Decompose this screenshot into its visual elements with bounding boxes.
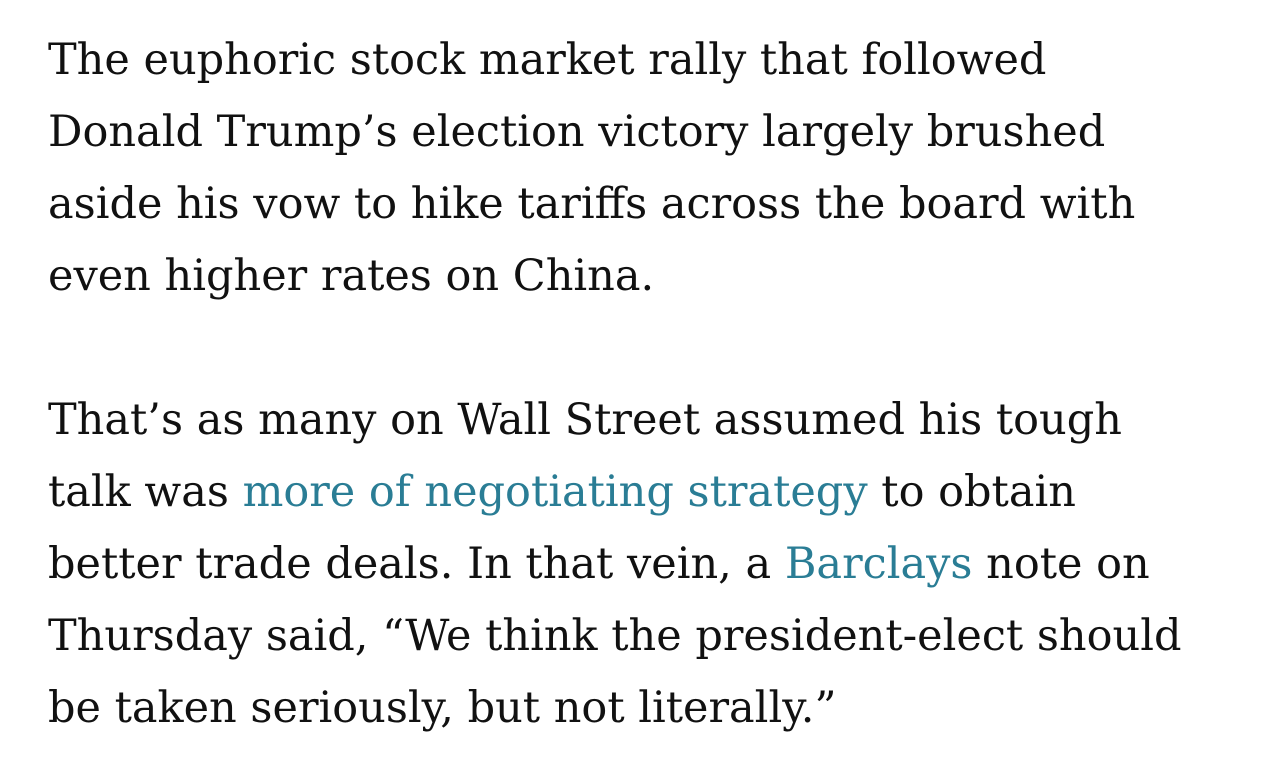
text-run: better trade deals. In that vein, a <box>48 539 785 589</box>
negotiating-strategy-link[interactable]: more of negotiating strategy <box>242 467 868 517</box>
text-run: note on <box>972 539 1150 589</box>
paragraph-2-line: Thursday said, “We think the president-e… <box>48 611 1182 661</box>
text-run: talk was <box>48 467 243 517</box>
text-run: to obtain <box>867 467 1076 517</box>
paragraph-1-line: even higher rates on China. <box>48 251 655 301</box>
paragraph-2-line: better trade deals. In that vein, a Barc… <box>48 528 1258 600</box>
paragraph-1-line: aside his vow to hike tariffs across the… <box>48 179 1136 229</box>
article-body: The euphoric stock market rally that fol… <box>48 24 1258 744</box>
paragraph-1-line: The euphoric stock market rally that fol… <box>48 35 1047 85</box>
barclays-link[interactable]: Barclays <box>784 539 973 589</box>
paragraph-2-line: be taken seriously, but not literally.” <box>48 683 837 733</box>
paragraph-2: That’s as many on Wall Street assumed hi… <box>48 384 1258 744</box>
paragraph-1: The euphoric stock market rally that fol… <box>48 24 1258 312</box>
paragraph-1-line: Donald Trump’s election victory largely … <box>48 107 1106 157</box>
paragraph-2-line: talk was more of negotiating strategy to… <box>48 456 1258 528</box>
paragraph-2-line: That’s as many on Wall Street assumed hi… <box>48 395 1122 445</box>
paragraph-spacer <box>48 312 1258 384</box>
